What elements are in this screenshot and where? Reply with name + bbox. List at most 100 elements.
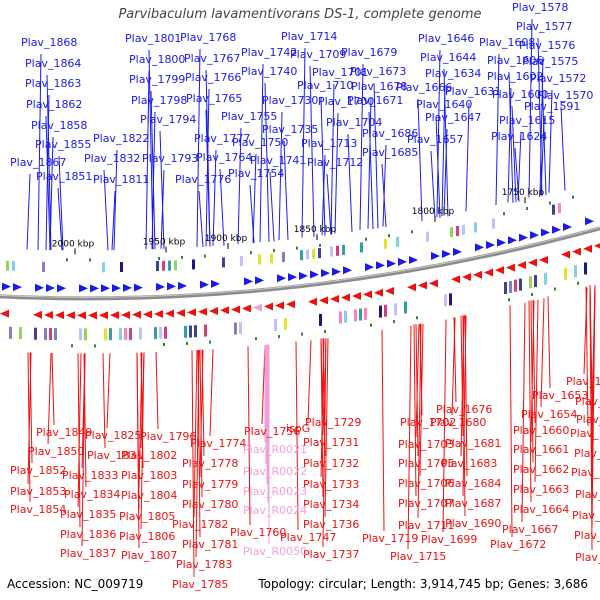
reverse-gene-label: Plav_1667: [502, 523, 558, 536]
forward-callout-line: [196, 48, 201, 247]
reverse-callout-line: [27, 352, 31, 503]
reverse-cog-block: [544, 272, 547, 285]
rna-gene-label: Plav_R0021: [243, 443, 307, 456]
track-marker: [158, 257, 160, 260]
forward-gene-label: Plav_1666: [396, 81, 452, 94]
reverse-cog-block: [184, 325, 187, 338]
track-marker: [163, 343, 165, 346]
forward-gene-label: Plav_1577: [516, 20, 572, 33]
forward-gene-label: Plav_1811: [93, 173, 149, 186]
reverse-gene-label: Plav_1747: [280, 531, 336, 544]
forward-callout-line: [514, 147, 520, 202]
reverse-callout-line: [155, 351, 159, 430]
forward-cog-block: [384, 238, 387, 249]
forward-cog-block: [330, 246, 333, 257]
reverse-cog-block: [104, 328, 107, 341]
genome-summary: Topology: circular; Length: 3,914,745 bp…: [258, 577, 588, 591]
reverse-gene-label: Plav_1837: [60, 547, 116, 560]
forward-callout-line: [537, 37, 543, 197]
reverse-gene-label: Plav_1715: [390, 550, 446, 563]
reverse-cog-block: [584, 262, 587, 275]
forward-gene-label: Plav_1678: [351, 80, 407, 93]
reverse-cog-block: [124, 328, 127, 340]
reverse-callout-line: [530, 300, 535, 443]
forward-gene-label: Plav_1600: [492, 88, 548, 101]
reverse-gene-label: Plav_1632: [570, 427, 600, 440]
reverse-gene-label: Plav_1803: [121, 469, 177, 482]
forward-callout-line: [435, 115, 441, 218]
reverse-gene-arrow: [539, 255, 548, 264]
reverse-callout-line: [589, 285, 593, 551]
forward-callout-line: [150, 90, 156, 250]
forward-callout-line: [367, 97, 372, 229]
reverse-cog-block: [529, 276, 532, 289]
forward-gene-label: Plav_1644: [420, 51, 476, 64]
forward-gene-arrow: [134, 283, 143, 292]
reverse-callout-line: [521, 302, 526, 523]
reverse-callout-line: [540, 298, 545, 408]
reverse-cog-block: [564, 267, 567, 280]
reverse-gene-label: Plav_1625: [566, 375, 600, 388]
track-marker: [71, 344, 73, 348]
reverse-cog-block: [364, 307, 367, 320]
forward-gene-label: Plav_1646: [418, 32, 474, 45]
forward-callout-line: [373, 82, 379, 229]
reverse-gene-arrow: [561, 250, 570, 259]
forward-gene-arrow: [431, 252, 440, 261]
reverse-cog-block: [109, 328, 112, 341]
forward-callout-line: [111, 190, 116, 251]
forward-callout-line: [540, 117, 545, 195]
reverse-gene-arrow: [330, 295, 339, 304]
forward-gene-arrow: [563, 222, 572, 231]
forward-gene-arrow: [277, 274, 286, 283]
reverse-gene-arrow: [363, 290, 372, 299]
forward-callout-line: [508, 71, 514, 203]
reverse-callout-line: [199, 349, 204, 478]
reverse-gene-arrow: [583, 244, 592, 253]
forward-gene-arrow: [2, 282, 11, 291]
forward-callout-line: [45, 115, 51, 250]
forward-cog-block: [306, 249, 309, 260]
reverse-cog-block: [194, 325, 197, 338]
reverse-callout-line: [106, 353, 111, 429]
forward-gene-label: Plav_1686: [362, 127, 418, 140]
reverse-gene-label: Plav_1707: [398, 497, 454, 510]
forward-gene-arrow: [211, 279, 220, 288]
reverse-cog-block: [339, 311, 342, 324]
reverse-callout-line: [27, 352, 32, 485]
scale-ticks: 2000 kbp 1950 kbp 1900 kbp 1850 kbp 1800 kbp…: [52, 188, 544, 255]
forward-callout-line: [560, 106, 566, 191]
reverse-callout-line: [136, 352, 140, 549]
reverse-gene-label: Plav_1734: [303, 498, 359, 511]
forward-cog-block: [318, 248, 321, 259]
reverse-callout-line: [585, 286, 589, 427]
forward-cog-block: [156, 261, 159, 271]
reverse-gene-label: Plav_1850: [28, 445, 84, 458]
forward-gene-label: Plav_1798: [131, 94, 187, 107]
reverse-cog-block: [449, 293, 452, 306]
reverse-gene-label: Plav_1807: [121, 549, 177, 562]
reverse-gene-label: Plav_1719: [362, 532, 418, 545]
reverse-callout-line: [528, 300, 532, 503]
reverse-gene-arrow: [0, 309, 9, 318]
track-marker: [94, 344, 96, 348]
reverse-gene-label: Plav_1806: [119, 530, 175, 543]
reverse-cog-block: [404, 301, 407, 314]
reverse-gene-label: Plav_1706: [398, 477, 454, 490]
forward-gene-arrow: [123, 283, 132, 292]
reverse-gene-label: Plav_1672: [490, 538, 546, 551]
forward-cog-block: [282, 252, 285, 263]
forward-cog-block: [462, 224, 465, 235]
reverse-gene-label: Plav_1733: [303, 478, 359, 491]
forward-gene-label: Plav_1704: [326, 116, 382, 129]
forward-gene-label: Plav_1735: [262, 123, 318, 136]
reverse-cog-block: [239, 322, 242, 335]
forward-callout-line: [57, 187, 63, 251]
forward-cog-block: [552, 204, 555, 215]
backbone-curve: [0, 226, 600, 301]
reverse-gene-label: Plav_1737: [303, 548, 359, 561]
forward-cog-block: [258, 254, 261, 265]
reverse-cog-block: [19, 327, 22, 340]
forward-gene-label: Plav_1867: [10, 156, 66, 169]
forward-cog-block: [450, 227, 453, 238]
